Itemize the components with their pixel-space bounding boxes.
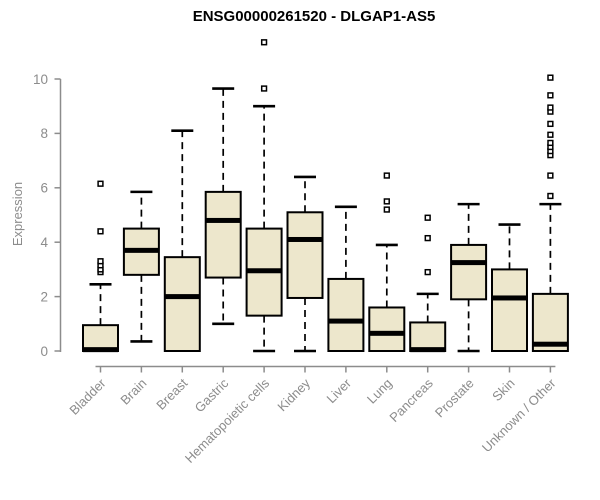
median-breast: [164, 294, 200, 300]
outlier-bladder: [97, 258, 104, 265]
median-brain: [123, 247, 159, 253]
box-breast: [163, 256, 201, 352]
x-category-label: Pancreas: [386, 375, 436, 425]
y-tick-label: 10: [33, 72, 48, 87]
box-bladder: [82, 324, 119, 353]
outlier-lung: [383, 172, 390, 179]
box-prostate: [450, 243, 488, 301]
median-pancreas: [410, 347, 446, 353]
outlier-pancreas: [424, 214, 431, 221]
x-category-label: Unknown / Other: [479, 375, 559, 455]
outlier-bladder: [97, 228, 104, 235]
box-kidney: [286, 211, 324, 299]
outlier-unknown-other: [547, 172, 554, 179]
outlier-unknown-other: [547, 131, 554, 138]
box-liver: [327, 277, 365, 353]
median-skin: [492, 295, 527, 301]
box-gastric: [204, 190, 242, 279]
x-category-label: Skin: [489, 376, 517, 404]
y-tick-label: 8: [40, 126, 48, 141]
median-unknown-other: [532, 341, 568, 347]
box-pancreas: [409, 321, 447, 353]
median-gastric: [205, 217, 241, 223]
box-lung: [368, 306, 406, 353]
outlier-lung: [383, 206, 390, 213]
median-kidney: [287, 236, 323, 242]
outlier-unknown-other: [547, 92, 554, 99]
outlier-lung: [383, 198, 390, 205]
x-category-label: Gastric: [192, 375, 232, 415]
outlier-pancreas: [424, 268, 431, 276]
median-lung: [369, 330, 405, 336]
box-unknown-other: [531, 292, 569, 353]
outlier-unknown-other: [547, 120, 554, 128]
median-hematopoietic-cells: [246, 268, 282, 274]
x-category-label: Prostate: [432, 376, 477, 421]
y-tick-label: 0: [40, 344, 48, 359]
outlier-unknown-other: [547, 139, 554, 147]
y-tick-label: 4: [40, 235, 48, 250]
x-category-label: Liver: [323, 375, 354, 406]
outlier-hematopoietic-cells: [260, 85, 268, 92]
median-bladder: [83, 347, 118, 353]
x-category-label: Brain: [117, 376, 149, 408]
x-category-label: Kidney: [274, 375, 313, 414]
chart-title: ENSG00000261520 - DLGAP1-AS5: [192, 8, 436, 25]
outlier-unknown-other: [547, 74, 554, 81]
y-tick-label: 2: [40, 289, 48, 304]
x-category-label: Bladder: [66, 375, 109, 418]
median-prostate: [451, 260, 487, 266]
outlier-unknown-other: [547, 104, 554, 111]
outlier-hematopoietic-cells: [260, 39, 268, 46]
median-liver: [328, 318, 364, 324]
x-category-label: Breast: [153, 375, 190, 412]
y-tick-label: 6: [40, 181, 48, 196]
outlier-bladder: [97, 180, 104, 187]
x-category-label: Lung: [364, 376, 395, 407]
outlier-pancreas: [424, 234, 431, 242]
outlier-unknown-other: [547, 192, 554, 200]
box-skin: [491, 268, 528, 352]
